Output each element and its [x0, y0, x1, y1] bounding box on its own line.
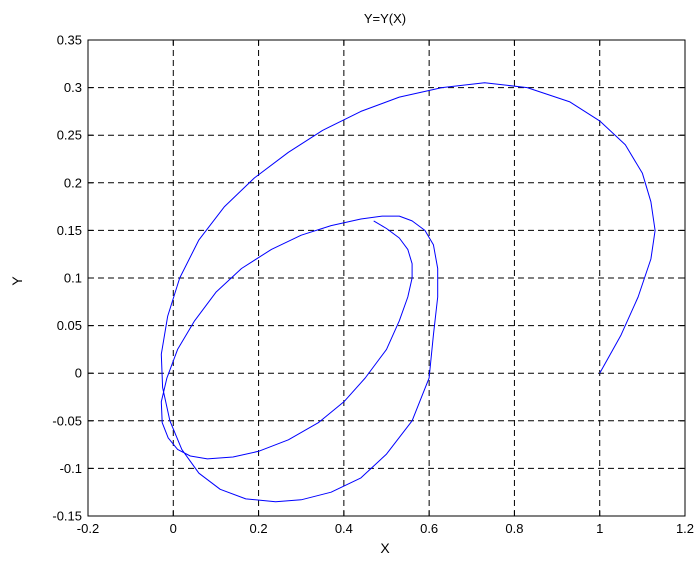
y-tick-label: 0.15: [57, 223, 82, 238]
y-tick-label: -0.15: [52, 509, 82, 524]
y-tick-label: 0.35: [57, 33, 82, 48]
y-tick-label: 0.25: [57, 128, 82, 143]
series-line-0: [160, 82, 656, 503]
x-tick-label: 0.2: [250, 521, 268, 536]
x-tick-label: 0.6: [420, 521, 438, 536]
tick-layer: -0.2 0 0.2 0.4 0.6 0.8 1 1.2 -0.15 -0.1 -0.05 0 0.05…: [52, 33, 694, 537]
x-tick-label: -0.2: [77, 521, 99, 536]
x-tick-label: 1: [596, 521, 603, 536]
y-tick-label: 0.05: [57, 318, 82, 333]
chart-title: Y=Y(X): [364, 11, 406, 26]
x-tick-label: 0: [170, 521, 177, 536]
y-axis-label: Y: [9, 276, 25, 286]
y-tick-label: 0.3: [64, 80, 82, 95]
y-tick-label: -0.1: [60, 461, 82, 476]
x-tick-label: 0.8: [505, 521, 523, 536]
y-tick-label: -0.05: [52, 413, 82, 428]
x-tick-label: 0.4: [335, 521, 353, 536]
y-tick-label: 0.2: [64, 175, 82, 190]
y-tick-label: 0: [75, 366, 82, 381]
data-layer: [160, 82, 656, 503]
x-axis-label: X: [380, 540, 390, 556]
x-tick-label: 1.2: [676, 521, 694, 536]
y-tick-label: 0.1: [64, 271, 82, 286]
